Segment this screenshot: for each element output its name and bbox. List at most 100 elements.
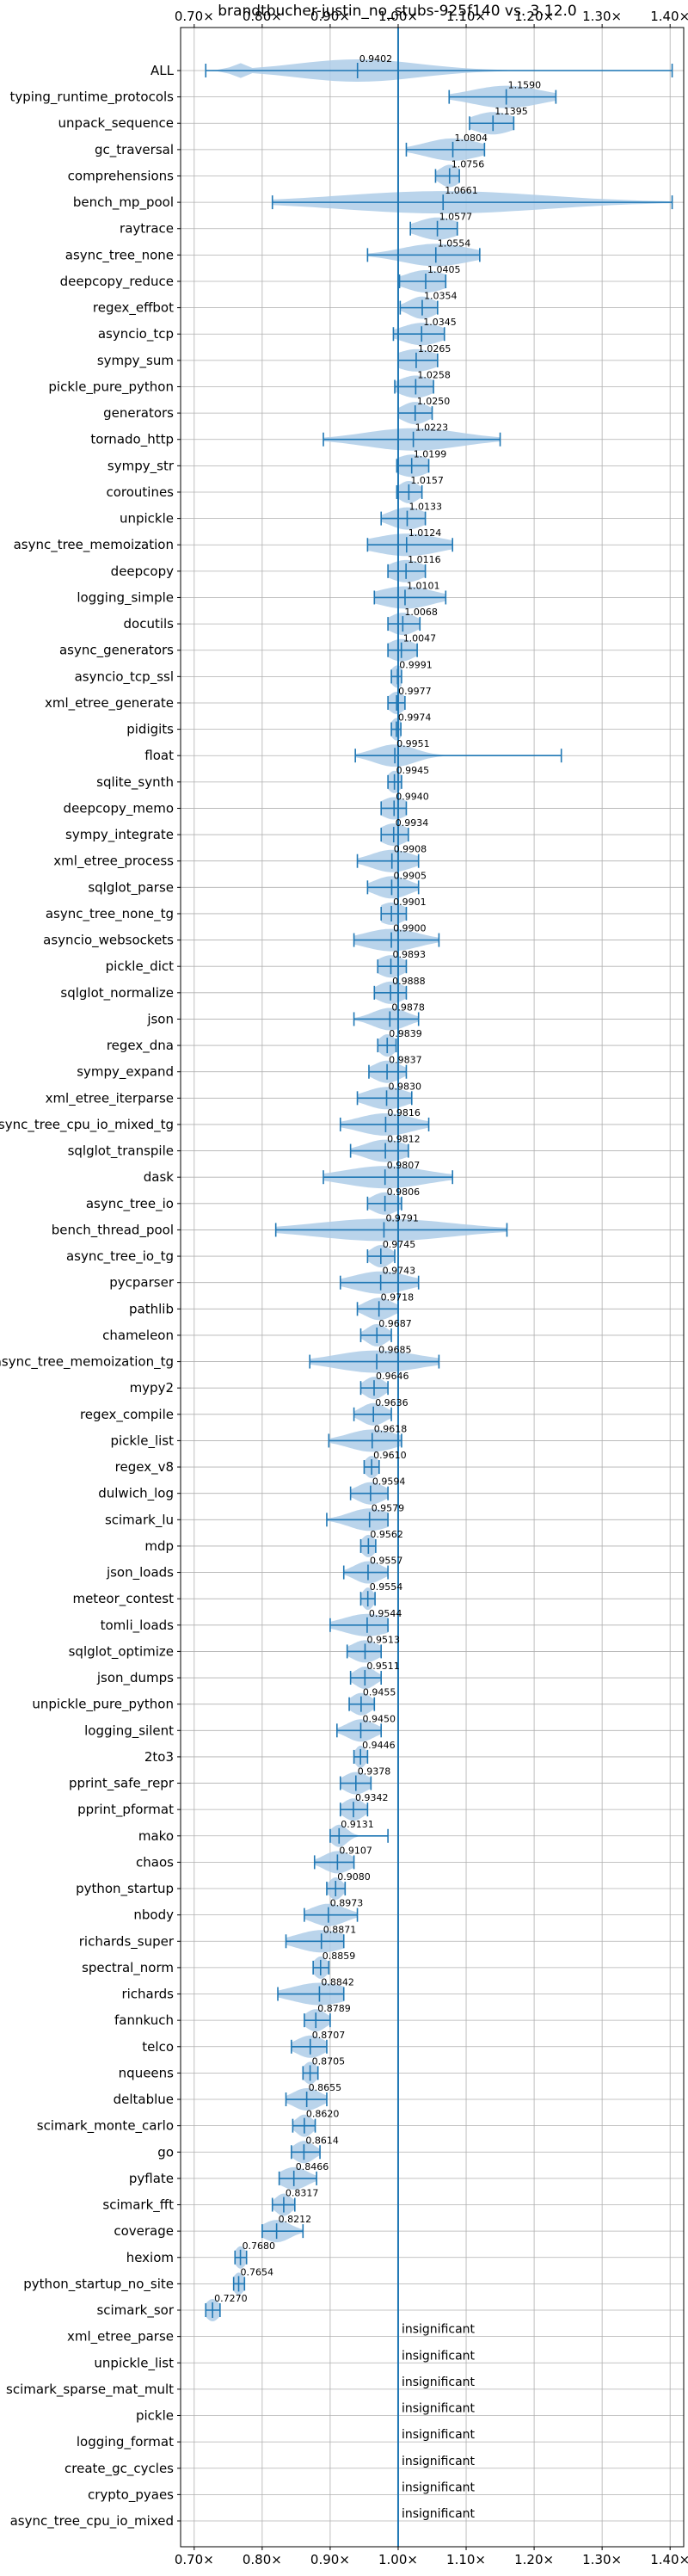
value-label: 0.8789: [317, 2003, 351, 2014]
value-label: 0.9636: [375, 1397, 408, 1408]
x-tick-label-top: 0.70×: [175, 9, 214, 24]
category-label: mypy2: [130, 1380, 174, 1396]
value-label: 0.8620: [306, 2109, 340, 2120]
category-label: asyncio_tcp: [98, 326, 174, 342]
value-label: 0.9974: [398, 712, 432, 724]
category-label: logging_silent: [84, 1722, 174, 1739]
value-label: 0.9901: [393, 897, 427, 908]
value-label: 1.0157: [410, 475, 444, 486]
marks: [205, 63, 673, 2319]
value-label: 1.0199: [414, 448, 446, 459]
value-label: 0.9080: [337, 1871, 371, 1883]
category-label: richards: [121, 1987, 174, 2002]
category-label: async_generators: [59, 643, 174, 659]
value-label: 1.0101: [407, 580, 440, 591]
value-label: 1.0068: [404, 607, 438, 618]
category-label: sqlglot_normalize: [60, 985, 174, 1001]
value-label: 0.9905: [393, 870, 427, 881]
category-label: dask: [144, 1169, 175, 1185]
category-label: pickle_pure_python: [48, 379, 174, 395]
axes: 0.70× 0.70× 0.80× 0.80× 0.90× 0.90× 1.00× 1.00×…: [175, 9, 688, 2567]
category-label: json_loads: [106, 1565, 174, 1581]
value-label: 0.9837: [389, 1055, 422, 1066]
category-label: logging_simple: [77, 589, 174, 606]
value-label: 0.9991: [399, 659, 433, 670]
value-label: 0.9511: [366, 1661, 400, 1672]
labels: ALL 0.9402 typing_runtime_protocols 1.1590 u…: [0, 53, 541, 2530]
value-label: 1.1395: [494, 106, 528, 117]
category-label: float: [144, 748, 174, 763]
value-label: 0.8655: [309, 2082, 342, 2093]
value-label: 0.9455: [363, 1687, 396, 1698]
category-label: regex_v8: [115, 1459, 174, 1476]
value-label: 0.7654: [241, 2266, 274, 2277]
value-label: 0.9718: [381, 1291, 415, 1303]
category-label: deepcopy_memo: [64, 800, 174, 817]
value-label: 0.9743: [383, 1266, 416, 1277]
category-label: nbody: [133, 1907, 174, 1923]
value-label: 0.9513: [366, 1634, 400, 1645]
value-label: 0.9131: [341, 1819, 374, 1830]
category-label: sqlglot_optimize: [69, 1643, 174, 1660]
category-label: pprint_pformat: [77, 1802, 174, 1818]
category-label: raytrace: [120, 221, 174, 237]
value-label: 0.9610: [373, 1450, 407, 1461]
value-label: 0.9450: [362, 1713, 396, 1724]
x-tick-label-bottom: 0.80×: [243, 2552, 282, 2567]
value-label: 0.9378: [358, 1766, 391, 1778]
category-label: regex_compile: [80, 1407, 174, 1423]
value-label: 1.0354: [424, 291, 458, 302]
category-label: coroutines: [106, 484, 174, 500]
value-label: 0.9934: [396, 817, 429, 829]
category-label: async_tree_none: [65, 247, 174, 263]
category-label: mdp: [144, 1538, 174, 1554]
category-label: sqlite_synth: [96, 774, 174, 791]
insignificant-label: insignificant: [402, 2507, 476, 2521]
category-label: mako: [138, 1828, 174, 1844]
value-label: 0.9977: [398, 686, 432, 697]
category-label: sympy_str: [108, 458, 175, 474]
x-tick-label-top: 1.00×: [378, 9, 418, 24]
insignificant-label: insignificant: [402, 2349, 476, 2363]
value-label: 0.9446: [362, 1740, 396, 1751]
value-label: 0.9594: [372, 1476, 406, 1488]
category-label: logging_format: [77, 2434, 174, 2450]
x-tick-label-bottom: 1.30×: [582, 2552, 622, 2567]
plot-frame: [180, 27, 685, 2548]
value-label: 1.0265: [418, 343, 452, 354]
value-label: 0.9945: [396, 765, 430, 776]
category-label: chaos: [136, 1854, 174, 1870]
value-label: 0.9402: [359, 53, 393, 65]
value-label: 1.0124: [408, 527, 441, 539]
category-label: pidigits: [126, 722, 174, 737]
category-label: pickle_dict: [106, 958, 174, 975]
insignificant-label: insignificant: [402, 2428, 476, 2442]
value-label: 0.7270: [214, 2293, 247, 2304]
category-label: unpack_sequence: [58, 115, 174, 132]
insignificant-label: insignificant: [402, 2323, 476, 2337]
insignificant-label: insignificant: [402, 2376, 476, 2389]
category-label: richards_super: [79, 1933, 175, 1950]
value-label: 0.9888: [392, 976, 426, 987]
category-label: sympy_sum: [97, 353, 174, 369]
category-label: ALL: [150, 63, 175, 78]
insignificant-label: insignificant: [402, 2455, 476, 2468]
x-tick-label-top: 0.80×: [243, 9, 282, 24]
category-label: crypto_pyaes: [88, 2487, 174, 2503]
category-label: telco: [142, 2039, 174, 2055]
category-label: unpickle: [120, 511, 174, 527]
value-label: 1.0577: [439, 212, 473, 223]
category-label: deepcopy_reduce: [60, 274, 174, 290]
value-label: 1.0258: [417, 369, 450, 380]
category-label: sqlglot_transpile: [68, 1143, 174, 1160]
value-label: 1.0804: [455, 132, 488, 144]
chart-title: brandtbucher-justin_no_stubs-925f140 vs.…: [218, 3, 576, 20]
value-label: 0.9830: [389, 1081, 422, 1092]
x-tick-label-bottom: 1.00×: [378, 2552, 418, 2567]
category-label: unpickle_pure_python: [32, 1697, 174, 1713]
category-label: bench_mp_pool: [73, 194, 174, 211]
category-label: coverage: [114, 2223, 174, 2239]
category-label: fannkuch: [114, 2012, 174, 2028]
category-label: async_tree_cpu_io_mixed_tg: [0, 1117, 174, 1133]
category-label: async_tree_io: [86, 1196, 174, 1212]
